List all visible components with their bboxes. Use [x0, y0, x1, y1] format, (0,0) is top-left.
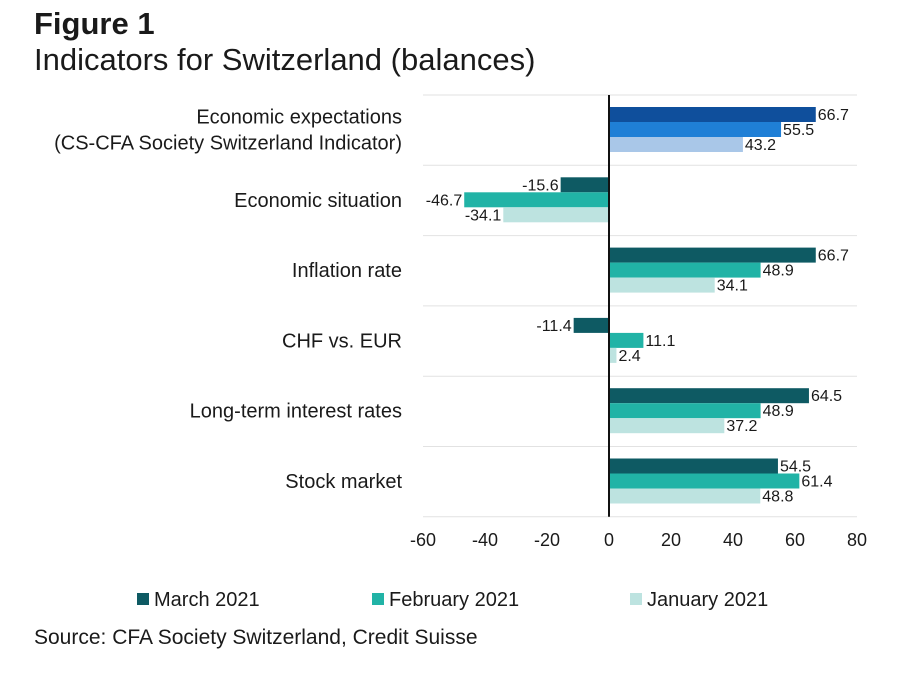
bar — [609, 247, 816, 263]
data-label: -11.4 — [536, 318, 571, 335]
bar — [609, 418, 725, 434]
bar — [609, 488, 761, 504]
data-label: 54.5 — [780, 459, 811, 476]
tick-label: 60 — [785, 530, 805, 550]
bar — [609, 347, 617, 363]
data-label: 66.7 — [818, 107, 849, 124]
bar — [503, 207, 609, 223]
tick-label: 80 — [847, 530, 867, 550]
data-label: 48.8 — [762, 489, 793, 506]
bar — [573, 317, 609, 333]
legend-label: March 2021 — [154, 589, 260, 611]
bar — [609, 122, 782, 137]
data-label: 37.2 — [726, 418, 757, 435]
bar-chart: 66.755.543.2-15.6-46.7-34.166.748.934.1-… — [54, 94, 867, 611]
data-label: 2.4 — [618, 348, 640, 365]
bar — [609, 277, 715, 293]
legend-swatch — [137, 593, 149, 605]
category-label: Stock market — [285, 471, 402, 493]
category-label: CHF vs. EUR — [282, 330, 402, 352]
data-label: 61.4 — [801, 474, 832, 491]
bar — [609, 332, 644, 348]
bar — [609, 137, 743, 152]
tick-label: -20 — [534, 530, 560, 550]
legend: March 2021 February 2021 January 2021 — [137, 589, 768, 611]
figure-label: Figure 1 — [34, 6, 155, 41]
category-label: Long-term interest rates — [190, 401, 402, 423]
tick-label: 20 — [661, 530, 681, 550]
legend-label: January 2021 — [647, 589, 768, 611]
category-label: Inflation rate — [292, 260, 402, 282]
chart-title: Indicators for Switzerland (balances) — [34, 42, 536, 77]
tick-label: -40 — [472, 530, 498, 550]
value-labels-group: 66.755.543.2-15.6-46.7-34.166.748.934.1-… — [426, 107, 849, 506]
data-label: 66.7 — [818, 248, 849, 265]
data-label: 34.1 — [717, 278, 748, 295]
bar — [609, 388, 809, 404]
category-labels-group: Economic expectations (CS-CFA Society Swi… — [54, 107, 402, 494]
legend-swatch — [630, 593, 642, 605]
bar — [560, 177, 609, 193]
x-axis-ticks: -60 -40 -20 0 20 40 60 80 — [410, 530, 867, 550]
legend-swatch — [372, 593, 384, 605]
category-label: (CS-CFA Society Switzerland Indicator) — [54, 133, 402, 155]
bars-group — [464, 107, 816, 504]
data-label: 48.9 — [763, 263, 794, 280]
bar — [609, 458, 778, 474]
bar — [464, 192, 609, 208]
data-label: 55.5 — [783, 122, 814, 139]
data-label: 43.2 — [745, 137, 776, 154]
data-label: 64.5 — [811, 388, 842, 405]
tick-label: -60 — [410, 530, 436, 550]
tick-label: 40 — [723, 530, 743, 550]
category-separators — [423, 94, 857, 518]
bar — [609, 262, 761, 278]
source-note: Source: CFA Society Switzerland, Credit … — [34, 626, 478, 649]
legend-label: February 2021 — [389, 589, 519, 611]
data-label: -34.1 — [465, 207, 502, 224]
category-label: Economic expectations — [196, 107, 402, 129]
tick-label: 0 — [604, 530, 614, 550]
data-label: 11.1 — [645, 333, 675, 350]
category-label: Economic situation — [234, 190, 402, 212]
bar — [609, 107, 816, 122]
bar — [609, 473, 800, 489]
data-label: -15.6 — [522, 177, 559, 194]
data-label: -46.7 — [426, 192, 463, 209]
data-label: 48.9 — [763, 403, 794, 420]
bar — [609, 403, 761, 419]
